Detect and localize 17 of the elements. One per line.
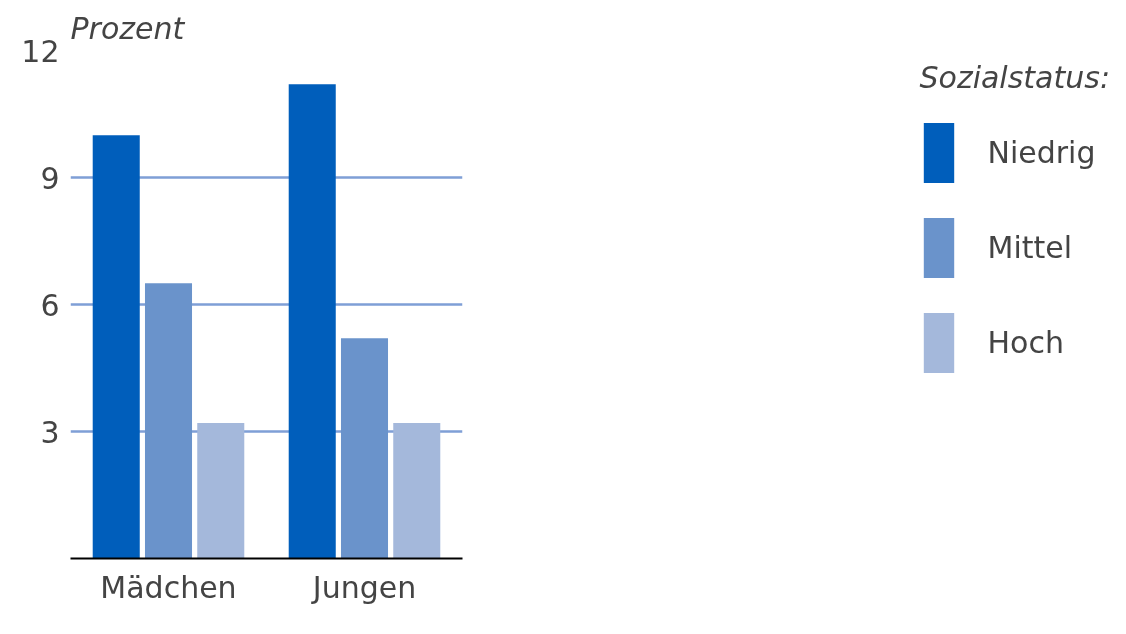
bar [393, 423, 441, 559]
bar [92, 135, 140, 559]
y-tick-label: 12 [21, 33, 60, 69]
y-tick-label: 9 [40, 160, 60, 196]
legend-label: Niedrig [987, 135, 1096, 170]
legend-label: Hoch [987, 325, 1064, 360]
y-tick-label: 6 [40, 287, 60, 323]
bar [288, 84, 336, 559]
y-axis-title: Prozent [70, 10, 186, 46]
x-tick-label: Jungen [310, 569, 417, 605]
bar [144, 283, 193, 559]
bar [340, 338, 389, 559]
legend-title: Sozialstatus: [919, 60, 1110, 95]
legend-label: Mittel [987, 230, 1073, 265]
bar [197, 423, 245, 559]
y-tick-label: 3 [40, 414, 60, 450]
x-tick-label: Mädchen [100, 569, 237, 605]
